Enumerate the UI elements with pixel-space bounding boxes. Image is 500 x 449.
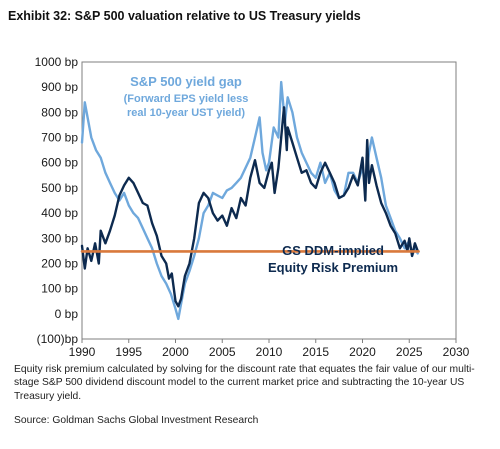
plot-frame xyxy=(81,61,457,340)
x-tick-label: 2025 xyxy=(396,345,423,359)
erp-annotation-line1: GS DDM-implied xyxy=(282,243,384,258)
y-axis: (100)bp 0 bp 100 bp 200 bp 300 bp 400 bp 500 b… xyxy=(35,55,79,346)
y-tick-label: 700 bp xyxy=(41,131,78,145)
yield-gap-annotation-title: S&P 500 yield gap xyxy=(130,74,242,89)
x-tick-label: 2030 xyxy=(443,345,470,359)
y-tick-label: 600 bp xyxy=(41,156,78,170)
chart-source: Source: Goldman Sachs Global Investment … xyxy=(14,415,259,426)
erp-annotation-line2: Equity Risk Premium xyxy=(268,260,398,275)
y-tick-label: 100 bp xyxy=(41,282,78,296)
y-tick-label: 1000 bp xyxy=(35,55,79,69)
y-tick-label: 300 bp xyxy=(41,231,78,245)
y-tick-label: 400 bp xyxy=(41,206,78,220)
y-tick-label: (100)bp xyxy=(37,332,79,346)
x-tick-label: 2000 xyxy=(162,345,189,359)
series-lines xyxy=(80,80,420,321)
exhibit-title: Exhibit 32: S&P 500 valuation relative t… xyxy=(8,9,361,23)
x-tick-label: 2005 xyxy=(209,345,236,359)
y-tick-label: 900 bp xyxy=(41,80,78,94)
y-tick-label: 0 bp xyxy=(55,307,79,321)
yield-gap-annotation-sub2: real 10-year UST yield) xyxy=(127,107,245,119)
yield-gap-annotation-sub1: (Forward EPS yield less xyxy=(124,93,249,105)
erp-line xyxy=(80,106,419,308)
x-tick-label: 2020 xyxy=(349,345,376,359)
chart-svg: (100)bp 0 bp 100 bp 200 bp 300 bp 400 bp 500 b… xyxy=(35,55,470,359)
y-tick-label: 200 bp xyxy=(41,256,78,270)
x-tick-label: 1995 xyxy=(115,345,142,359)
chart-caption: Equity risk premium calculated by solvin… xyxy=(14,364,475,402)
x-axis: 1990 1995 2000 2005 2010 2015 2020 2025 2030 xyxy=(69,339,470,359)
y-tick-label: 800 bp xyxy=(41,105,78,119)
x-tick-label: 2010 xyxy=(256,345,283,359)
x-tick-label: 1990 xyxy=(69,345,96,359)
x-tick-label: 2015 xyxy=(302,345,329,359)
y-tick-label: 500 bp xyxy=(41,181,78,195)
